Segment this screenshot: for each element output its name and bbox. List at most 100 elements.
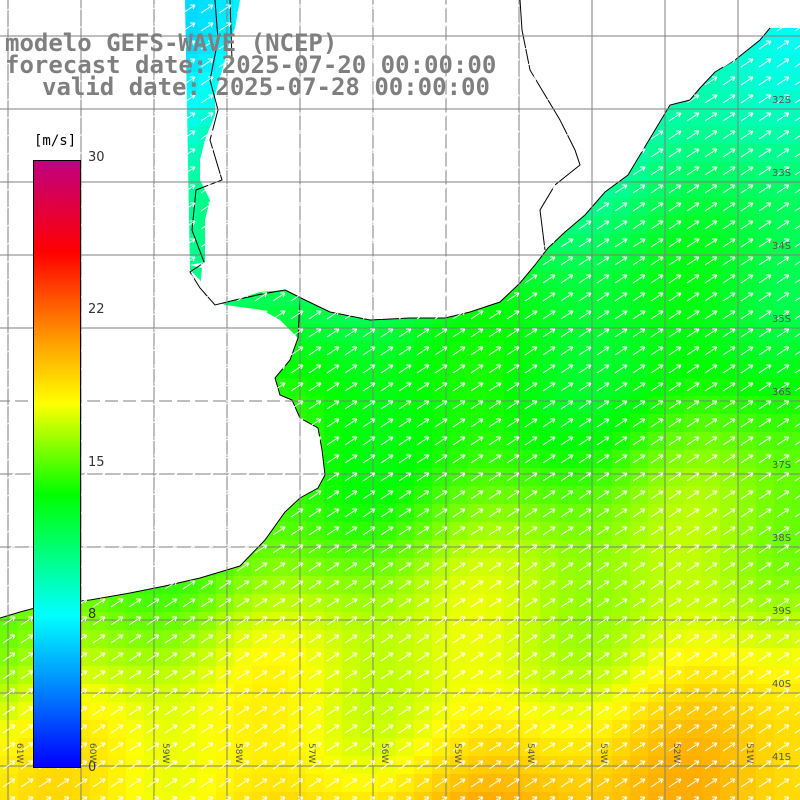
field-cell [630,234,649,253]
field-cell [90,720,109,739]
field-cell [288,378,307,397]
field-cell [486,576,505,595]
wind-arrow [488,292,502,302]
wind-arrow [92,166,106,176]
field-cell [648,360,667,379]
wind-arrow [362,292,376,302]
field-cell [792,468,800,487]
wind-arrow [560,4,574,14]
wind-arrow [290,130,304,140]
wind-arrow [164,76,178,86]
field-cell [360,342,379,361]
wind-arrow [164,292,178,302]
field-cell [612,396,631,415]
wind-arrow [218,148,232,158]
field-cell [594,270,613,289]
wind-arrow [164,202,178,212]
wind-arrow [542,76,556,86]
field-cell [648,414,667,433]
field-cell [36,774,55,793]
wind-arrow [470,202,484,212]
field-cell [126,666,145,685]
field-cell [612,540,631,559]
wind-arrow [560,166,574,176]
lat-label: 36S [772,387,792,398]
field-cell [540,576,559,595]
wind-arrow [2,292,16,302]
wind-arrow [236,58,250,68]
wind-arrow [524,22,538,32]
wind-arrow [542,22,556,32]
field-cell [774,630,793,649]
wind-arrow [200,184,214,194]
field-cell [630,324,649,343]
field-cell [450,702,469,721]
wind-arrow [362,256,376,266]
wind-arrow [20,202,34,212]
field-cell [720,342,739,361]
field-cell [486,306,505,325]
field-cell [684,414,703,433]
field-cell [540,324,559,343]
wind-arrow [470,292,484,302]
field-cell [792,198,800,217]
field-cell [738,270,757,289]
wind-arrow [650,148,664,158]
field-cell [414,630,433,649]
valid-date: valid date: 2025-07-28 00:00:00 [42,73,490,101]
field-cell [774,198,793,217]
field-cell [702,540,721,559]
wind-arrow [740,22,754,32]
wind-arrow [92,40,106,50]
wind-arrow [722,76,736,86]
field-cell [306,666,325,685]
field-cell [612,594,631,613]
field-cell [432,612,451,631]
wind-arrow [542,292,556,302]
field-cell [594,468,613,487]
field-cell [126,792,145,800]
field-cell [522,468,541,487]
field-cell [288,540,307,559]
wind-arrow [200,4,214,14]
field-cell [594,378,613,397]
wind-arrow [740,274,754,284]
wind-arrow [488,58,502,68]
field-cell [342,738,361,757]
wind-arrow [776,94,790,104]
field-cell [648,648,667,667]
wind-arrow [578,94,592,104]
wind-arrow [776,274,790,284]
field-cell [738,324,757,343]
wind-arrow [488,94,502,104]
field-cell [540,774,559,793]
field-cell [630,216,649,235]
field-cell [558,378,577,397]
field-cell [612,792,631,800]
field-cell [414,648,433,667]
wind-arrow [722,310,736,320]
wind-arrow [560,40,574,50]
field-cell [504,738,523,757]
wind-arrow [128,220,142,230]
field-cell [450,576,469,595]
field-cell [738,702,757,721]
field-cell [252,792,271,800]
field-cell [162,594,181,613]
wind-arrow [578,310,592,320]
wind-arrow [434,166,448,176]
field-cell [612,738,631,757]
lon-label: 59W [160,743,170,764]
wind-arrow [470,148,484,158]
wind-arrow [74,40,88,50]
wind-arrow [470,112,484,122]
field-cell [684,504,703,523]
field-cell [252,594,271,613]
wind-arrow [488,166,502,176]
wind-arrow [2,130,16,140]
wind-arrow [146,292,160,302]
wind-arrow [20,112,34,122]
field-cell [792,306,800,325]
field-cell [720,144,739,163]
wind-arrow [2,58,16,68]
